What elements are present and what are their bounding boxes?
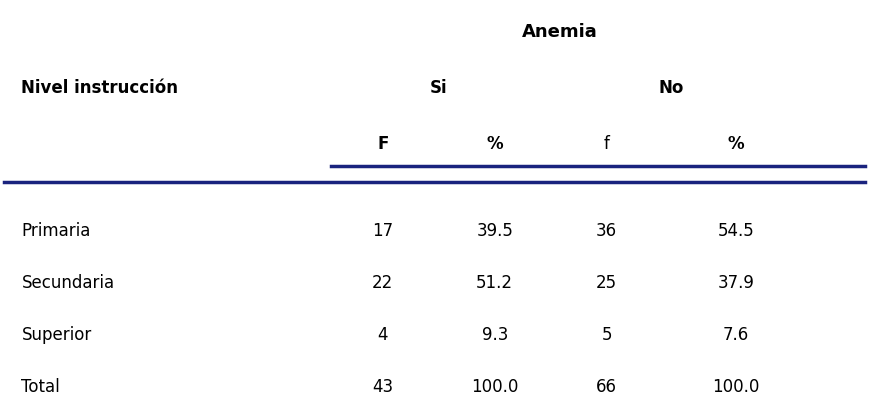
Text: 9.3: 9.3 — [481, 326, 508, 344]
Text: Nivel instrucción: Nivel instrucción — [22, 79, 178, 97]
Text: 37.9: 37.9 — [717, 274, 754, 292]
Text: 17: 17 — [372, 222, 394, 241]
Text: No: No — [659, 79, 684, 97]
Text: Si: Si — [430, 79, 448, 97]
Text: 7.6: 7.6 — [723, 326, 749, 344]
Text: 54.5: 54.5 — [717, 222, 754, 241]
Text: 5: 5 — [601, 326, 612, 344]
Text: 39.5: 39.5 — [476, 222, 514, 241]
Text: Secundaria: Secundaria — [22, 274, 115, 292]
Text: f: f — [604, 135, 609, 153]
Text: 36: 36 — [596, 222, 617, 241]
Text: 66: 66 — [596, 378, 617, 396]
Text: 22: 22 — [372, 274, 394, 292]
Text: 4: 4 — [378, 326, 388, 344]
Text: 51.2: 51.2 — [476, 274, 514, 292]
Text: Primaria: Primaria — [22, 222, 90, 241]
Text: %: % — [727, 135, 744, 153]
Text: 43: 43 — [372, 378, 394, 396]
Text: Superior: Superior — [22, 326, 91, 344]
Text: Anemia: Anemia — [521, 23, 597, 41]
Text: F: F — [377, 135, 388, 153]
Text: %: % — [487, 135, 503, 153]
Text: 100.0: 100.0 — [712, 378, 760, 396]
Text: Total: Total — [22, 378, 60, 396]
Text: 100.0: 100.0 — [471, 378, 519, 396]
Text: 25: 25 — [596, 274, 617, 292]
